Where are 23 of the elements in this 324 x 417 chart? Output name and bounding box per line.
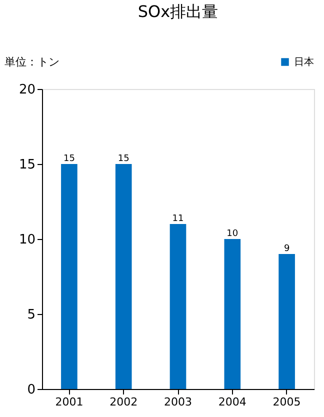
- x-tick-label: 2001: [55, 396, 84, 408]
- x-tick-label: 2002: [110, 396, 138, 408]
- chart-title: SOx排出量: [138, 2, 218, 21]
- data-label: 9: [284, 244, 290, 254]
- data-label: 10: [226, 229, 238, 239]
- x-tick-label: 2005: [272, 396, 301, 408]
- y-tick-label: 5: [27, 308, 36, 322]
- legend-label: 日本: [294, 56, 314, 68]
- x-tick-label: 2003: [164, 396, 192, 408]
- y-tick-label: 10: [18, 232, 36, 248]
- data-label: 15: [118, 154, 130, 164]
- y-tick-label: 20: [18, 82, 36, 98]
- y-tick-label: 0: [27, 382, 36, 398]
- bar: [61, 164, 78, 389]
- bar: [224, 239, 241, 389]
- y-axis-title: 単位：トン: [4, 56, 60, 68]
- data-label: 15: [63, 154, 75, 164]
- data-label: 11: [172, 214, 184, 224]
- bar: [278, 254, 295, 389]
- x-tick-label: 2004: [218, 396, 246, 408]
- bar: [170, 224, 186, 389]
- y-tick-label: 15: [18, 158, 36, 172]
- bar: [115, 164, 132, 389]
